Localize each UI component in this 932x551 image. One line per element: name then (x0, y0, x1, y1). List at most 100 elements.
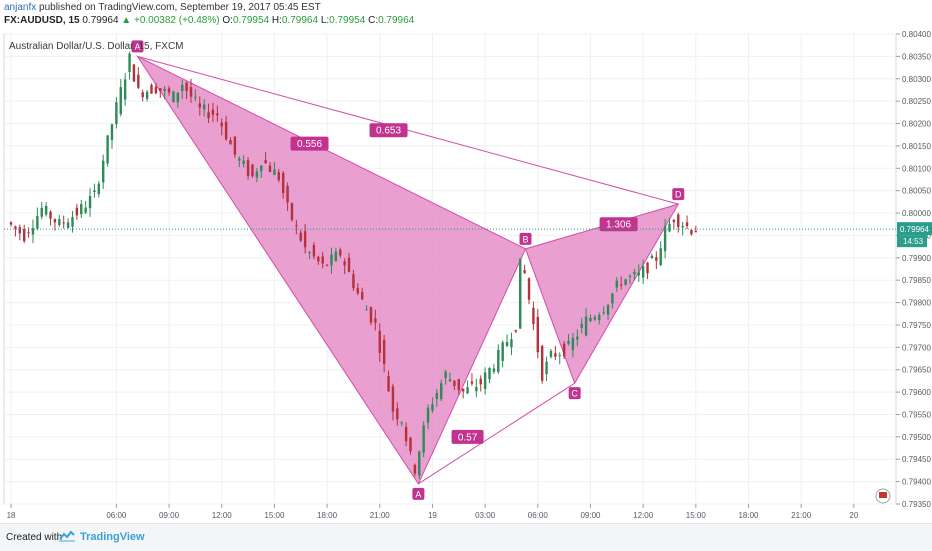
candle-body (123, 79, 127, 100)
candle-body (663, 226, 667, 252)
candle-body (277, 172, 281, 181)
candle-body (150, 84, 153, 94)
candle-body (317, 256, 320, 262)
candle-body (523, 270, 526, 273)
x-tick-label: 21:00 (791, 511, 812, 520)
chart-area[interactable]: A A B C D 0.556 0.653 1.306 0.57 0.80400 0.80350 0.… (0, 30, 932, 523)
y-tick-label: 0.79350 (902, 500, 931, 509)
candle-body (110, 124, 114, 140)
candle-body (40, 207, 43, 217)
candle-body (185, 82, 188, 92)
candle-body (562, 343, 566, 357)
candle-body (431, 404, 434, 411)
y-tick-label: 0.80100 (902, 164, 931, 173)
candle-body (299, 232, 302, 241)
candle-body (106, 135, 109, 164)
candle-body (264, 160, 267, 164)
candle-body (510, 339, 513, 348)
candle-body (321, 256, 324, 264)
candle-body (483, 372, 487, 390)
candle-body (690, 229, 693, 235)
candle-body (360, 292, 364, 300)
candle-body (224, 121, 228, 140)
y-tick-label: 0.79550 (902, 410, 931, 419)
last-price: 0.79964 (82, 15, 119, 26)
candle-body (281, 173, 285, 194)
candle-body (391, 386, 395, 412)
candle-body (347, 257, 351, 272)
quote-line: FX:AUDUSD, 15 0.79964 ▲ +0.00382 (+0.48%… (4, 15, 414, 26)
x-tick-label: 18:00 (738, 511, 759, 520)
candle-body (202, 104, 206, 110)
candle-body (66, 222, 70, 228)
x-tick-label: 03:00 (475, 511, 496, 520)
candle-body (532, 307, 535, 325)
pattern-point-a: A (412, 487, 425, 500)
x-tick-label: 12:00 (633, 511, 654, 520)
candle-body (189, 87, 193, 97)
candle-body (312, 245, 316, 257)
candle-body (418, 451, 421, 476)
candle-body (194, 97, 197, 99)
ratio-text: 0.653 (376, 126, 401, 137)
candle-body (163, 88, 166, 91)
candle-body (268, 165, 272, 173)
candle-body (475, 386, 478, 392)
candle-body (84, 207, 87, 213)
candle-body (22, 229, 26, 242)
candle-body (378, 330, 381, 353)
author-link[interactable]: anjanfx (4, 2, 37, 13)
y-tick-label: 0.80050 (902, 187, 931, 196)
x-tick-label: 15:00 (264, 511, 285, 520)
candle-body (330, 254, 333, 266)
candle-body (167, 88, 171, 93)
x-tick-label: 06:00 (106, 511, 127, 520)
tradingview-brand[interactable]: TradingView (80, 531, 145, 543)
ratio-badge (369, 123, 408, 138)
candle-body (527, 278, 531, 300)
candle-body (593, 317, 597, 320)
candle-body (453, 380, 456, 387)
current-price-label: 0.79964 (900, 225, 929, 234)
candle-body (400, 422, 403, 424)
candle-body (290, 203, 294, 220)
candle-body (598, 314, 601, 321)
y-tick-label: 0.79850 (902, 276, 931, 285)
pattern-line-ac (418, 382, 575, 485)
candle-body (457, 379, 460, 391)
y-tick-label: 0.79700 (902, 343, 931, 352)
y-tick-label: 0.79600 (902, 388, 931, 397)
x-tick-label: 12:00 (212, 511, 233, 520)
symbol-label[interactable]: FX:AUDUSD, 15 (4, 15, 80, 26)
x-tick-label: 19 (428, 511, 437, 520)
candle-body (409, 437, 412, 452)
event-flag-shape (879, 492, 887, 498)
candle-body (141, 92, 144, 98)
candle-body (132, 64, 136, 82)
candle-body (18, 227, 22, 234)
candle-body (339, 249, 342, 256)
candle-body (514, 330, 518, 332)
candle-body (584, 316, 588, 336)
candle-body (628, 275, 632, 277)
candle-body (80, 204, 83, 215)
y-tick-label: 0.80350 (902, 52, 931, 61)
candle-body (549, 351, 553, 357)
candle-body (685, 222, 689, 227)
low-label: L: (320, 15, 330, 26)
candle-body (286, 185, 289, 203)
candlestick-chart[interactable]: AABCD0.5560.6531.3060.570.804000.803500.… (0, 30, 932, 523)
candle-body (176, 92, 180, 103)
candle-body (53, 219, 57, 223)
tradingview-logo-icon (59, 530, 75, 542)
candle-body (14, 226, 17, 229)
candle-body (343, 261, 346, 266)
candle-body (646, 262, 649, 274)
candle-body (211, 109, 215, 115)
candle-body (576, 336, 579, 340)
y-tick-label: 0.80150 (902, 142, 931, 151)
candle-body (611, 293, 614, 304)
candle-body (260, 165, 263, 172)
pattern-point-a: A (131, 40, 144, 53)
footer-bar: Created with TradingView (0, 523, 932, 551)
